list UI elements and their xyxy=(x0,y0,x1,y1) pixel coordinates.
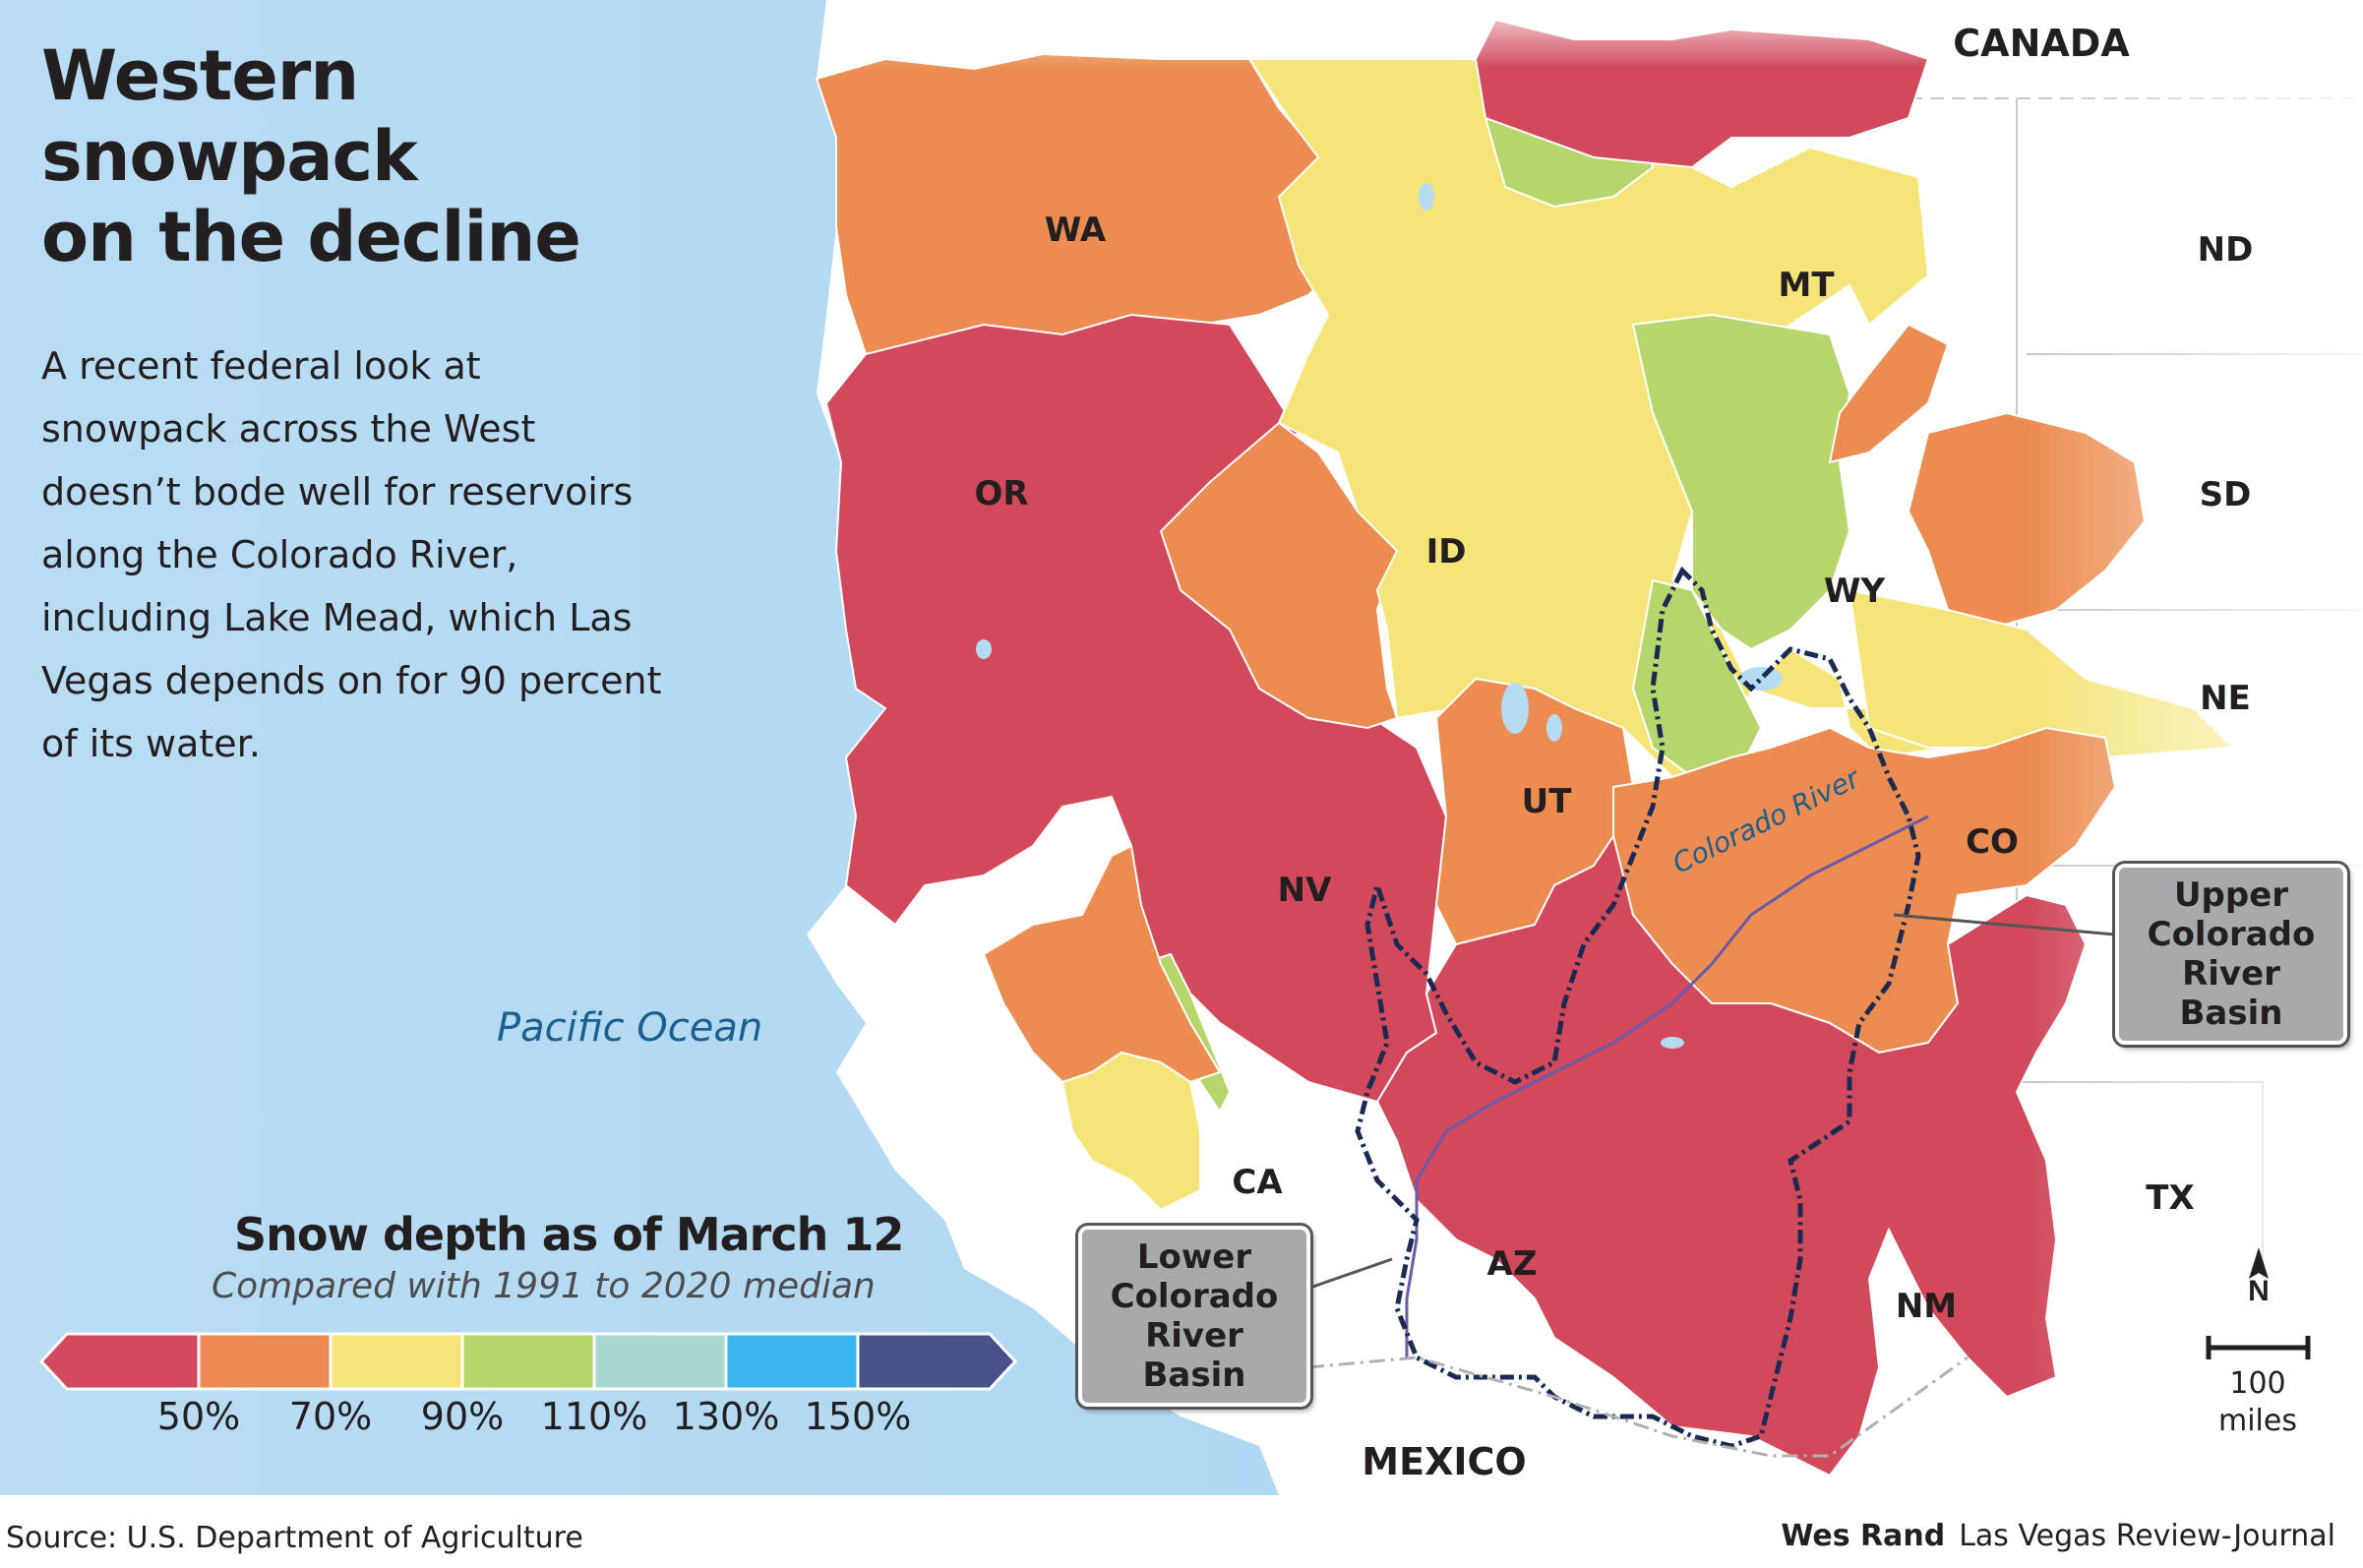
snowpack-map: N xyxy=(0,0,2363,1495)
callout-line: Lower xyxy=(1136,1237,1252,1277)
state-label-tx: TX xyxy=(2146,1178,2195,1218)
credit-outlet: Las Vegas Review-Journal xyxy=(1959,1519,2335,1553)
colorado-basin-outline xyxy=(1355,566,1921,1449)
state-label-mt: MT xyxy=(1778,266,1835,305)
callout-line: Colorado xyxy=(1110,1277,1279,1316)
description: A recent federal look at snowpack across… xyxy=(41,334,671,775)
region-ca-yellow xyxy=(1060,1051,1201,1212)
scale-bar xyxy=(2206,1336,2311,1359)
north-arrow-letter: N xyxy=(2248,1275,2270,1307)
region-wy-green xyxy=(1631,313,1851,651)
state-label-ne: NE xyxy=(2200,679,2251,718)
description-line: Vegas depends on for 90 percent xyxy=(41,659,662,702)
state-label-az: AZ xyxy=(1486,1244,1538,1284)
legend-swatch xyxy=(38,1332,201,1391)
headline-line: snowpack xyxy=(41,116,418,197)
legend-title: Snow depth as of March 12 xyxy=(234,1208,904,1261)
legend-swatch xyxy=(329,1332,464,1391)
source-line: Source: U.S. Department of Agriculture xyxy=(6,1521,583,1555)
region-mt-orange xyxy=(1828,323,1950,464)
country-label-mexico: MEXICO xyxy=(1362,1440,1527,1483)
scale-value: 100 xyxy=(2229,1366,2286,1401)
state-label-wa: WA xyxy=(1044,211,1107,250)
state-label-nd: ND xyxy=(2197,230,2254,270)
legend-swatch xyxy=(197,1332,333,1391)
legend-swatch xyxy=(856,1332,1018,1391)
state-label-wy: WY xyxy=(1823,572,1886,611)
credit-author: Wes Rand xyxy=(1781,1519,1946,1553)
ocean-label: Pacific Ocean xyxy=(497,1005,763,1051)
legend-tick-label: 90% xyxy=(420,1395,505,1438)
colorado-river-line xyxy=(1405,814,1929,1357)
credit-line: Wes Rand Las Vegas Review-Journal xyxy=(1781,1519,2335,1553)
legend-swatch xyxy=(724,1332,860,1391)
description-line: including Lake Mead, which Las xyxy=(41,596,633,639)
description-line: doesn’t bode well for reservoirs xyxy=(41,470,634,513)
callout-lower-basin: Lower Colorado River Basin xyxy=(1078,1226,1310,1407)
state-label-sd: SD xyxy=(2199,475,2252,514)
description-line: of its water. xyxy=(41,722,261,765)
legend-swatch xyxy=(460,1332,596,1391)
headline-line: Western xyxy=(41,35,359,116)
state-label-ut: UT xyxy=(1521,782,1572,821)
north-arrow xyxy=(2249,1247,2269,1279)
scale-label: 100 miles xyxy=(2218,1365,2297,1440)
legend-tick-label: 110% xyxy=(540,1395,648,1438)
state-label-nm: NM xyxy=(1895,1287,1958,1326)
description-line: snowpack across the West xyxy=(41,407,536,451)
state-label-nv: NV xyxy=(1277,871,1332,910)
headline: Western snowpack on the decline xyxy=(41,35,581,277)
callout-line: Upper xyxy=(2173,875,2289,915)
legend-subtitle: Compared with 1991 to 2020 median xyxy=(212,1266,876,1306)
description-line: along the Colorado River, xyxy=(41,533,518,576)
callout-line: River Basin xyxy=(1142,1316,1246,1395)
callout-line: River Basin xyxy=(2179,954,2283,1033)
headline-line: on the decline xyxy=(41,197,581,277)
legend-color-scale xyxy=(38,1332,1018,1391)
legend-tick-label: 70% xyxy=(288,1395,373,1438)
state-label-or: OR xyxy=(974,474,1029,513)
callout-line: Colorado xyxy=(2147,915,2316,954)
mexico-border xyxy=(1307,1356,1969,1458)
legend-tick-label: 50% xyxy=(156,1395,241,1438)
state-label-id: ID xyxy=(1425,532,1467,572)
legend-swatch xyxy=(592,1332,728,1391)
legend-tick-label: 130% xyxy=(672,1395,780,1438)
legend-tick-label: 150% xyxy=(804,1395,912,1438)
state-label-ca: CA xyxy=(1232,1163,1283,1202)
callout-upper-basin: Upper Colorado River Basin xyxy=(2115,864,2347,1045)
description-line: A recent federal look at xyxy=(41,344,481,388)
country-label-canada: CANADA xyxy=(1953,22,2130,65)
state-label-co: CO xyxy=(1966,822,2019,862)
scale-unit: miles xyxy=(2218,1404,2297,1438)
